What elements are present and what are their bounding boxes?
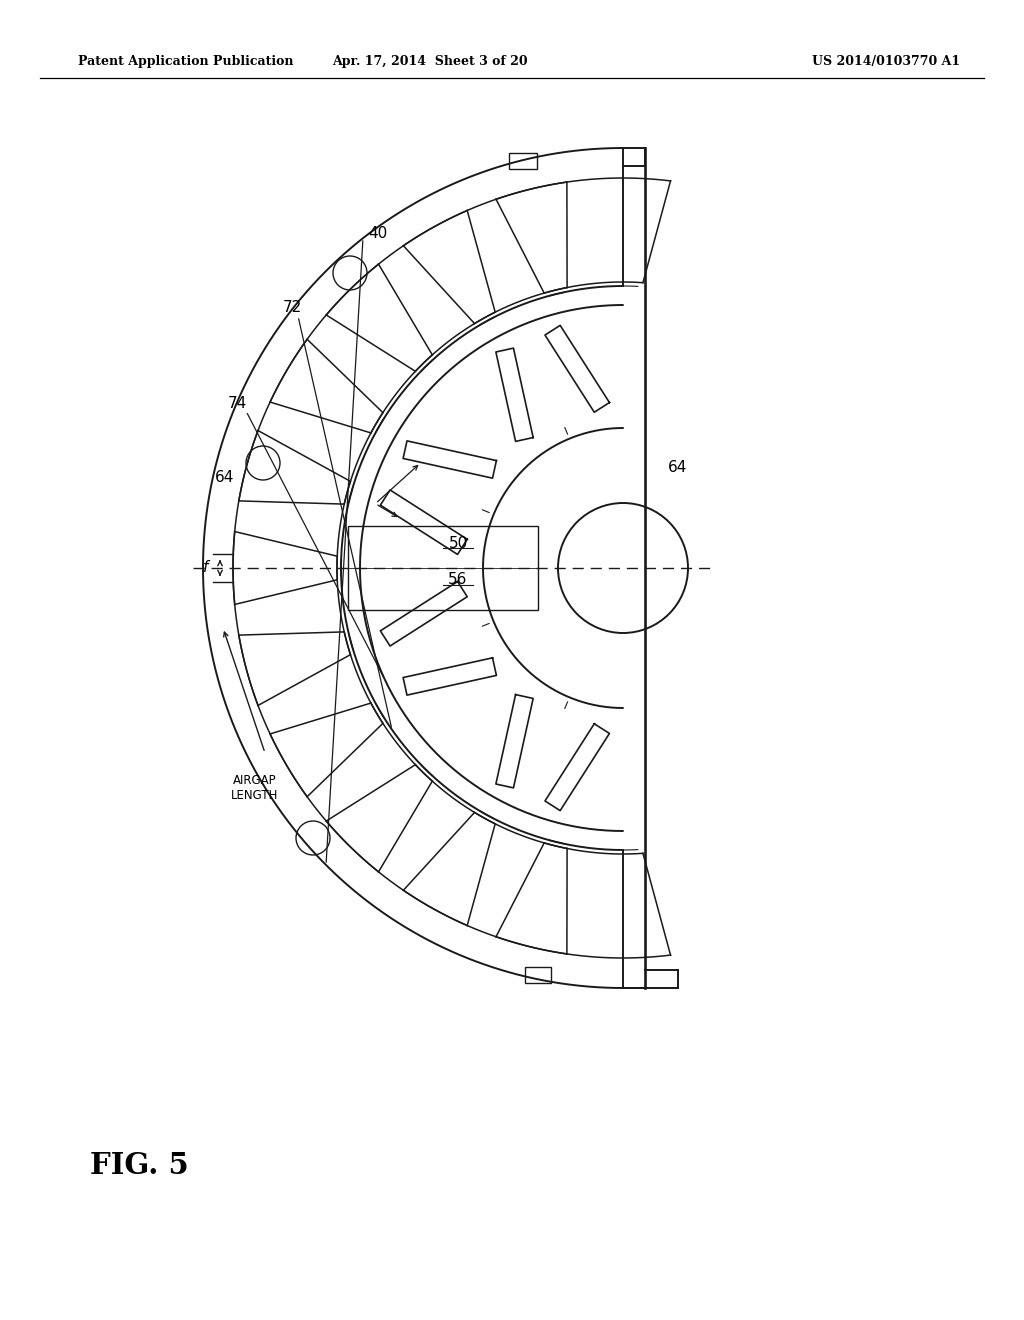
Text: US 2014/0103770 A1: US 2014/0103770 A1 <box>812 55 961 69</box>
Text: FIG. 5: FIG. 5 <box>90 1151 188 1180</box>
Text: AIRGAP
LENGTH: AIRGAP LENGTH <box>231 774 279 803</box>
Bar <box>525 968 551 983</box>
Text: 72: 72 <box>283 301 302 315</box>
Bar <box>348 525 538 610</box>
Text: Apr. 17, 2014  Sheet 3 of 20: Apr. 17, 2014 Sheet 3 of 20 <box>332 55 527 69</box>
Text: Patent Application Publication: Patent Application Publication <box>78 55 294 69</box>
Text: f: f <box>204 561 209 576</box>
Text: 74: 74 <box>228 396 247 411</box>
Text: 64: 64 <box>668 461 687 475</box>
Bar <box>509 153 537 169</box>
Text: 64: 64 <box>215 470 234 486</box>
Text: 40: 40 <box>368 226 387 240</box>
Text: 56: 56 <box>449 573 468 587</box>
Text: 50: 50 <box>449 536 468 550</box>
